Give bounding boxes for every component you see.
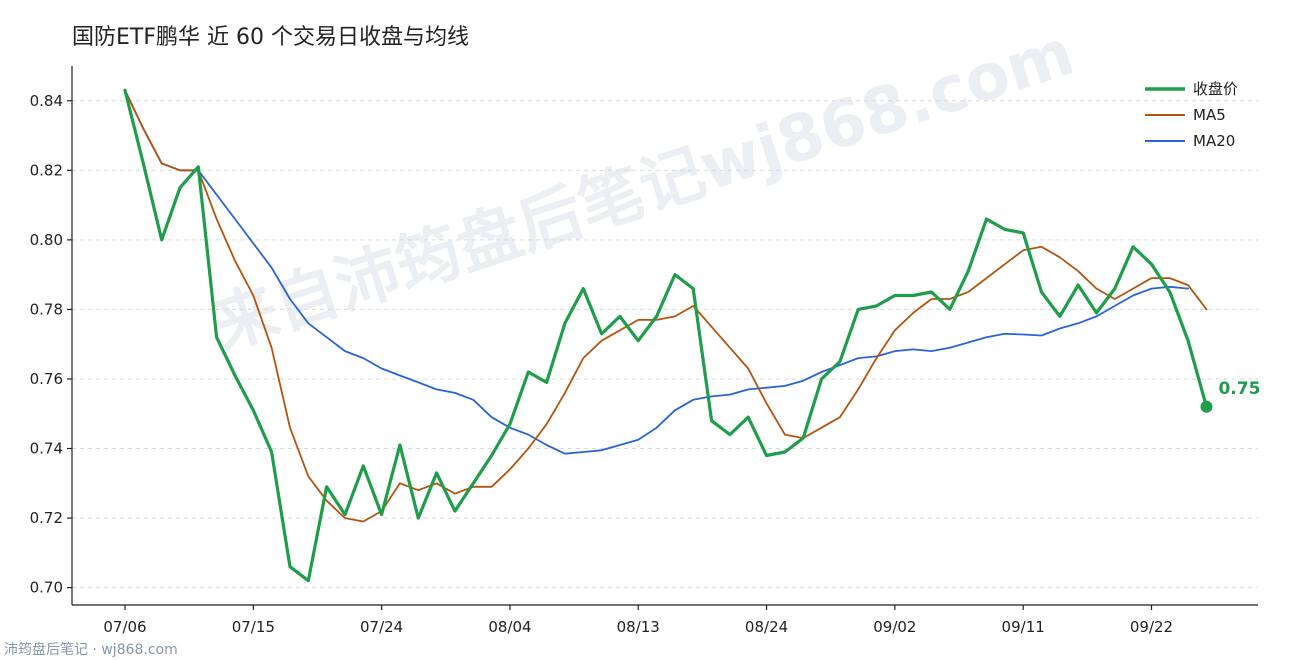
series-line-ma5 [124, 89, 1208, 523]
x-axis-ticks: 07/06 07/15 07/24 08/04 08/13 08/24 09/02 09/11… [103, 605, 1173, 636]
x-tick-label-4: 08/13 [617, 618, 660, 636]
legend-label-close-price: 收盘价 [1193, 80, 1238, 98]
y-tick-label-5: 0.80 [30, 231, 63, 249]
series-line-close-price [123, 88, 1209, 583]
y-axis-ticks: 0.70 0.72 0.74 0.76 0.78 0.80 0.82 0.84 [30, 92, 72, 597]
series-layer [123, 88, 1209, 583]
footer-credit: 沛筠盘后笔记 · wj868.com [4, 641, 178, 658]
y-tick-label-4: 0.78 [30, 300, 63, 318]
x-tick-label-7: 09/11 [1002, 618, 1045, 636]
x-tick-label-2: 07/24 [360, 618, 403, 636]
x-tick-label-0: 07/06 [103, 618, 146, 636]
last-close-label: 0.75 [1218, 379, 1260, 399]
watermark-text: 来自沛筠盘后笔记wj868.com [204, 16, 1082, 364]
x-tick-label-5: 08/24 [745, 618, 788, 636]
y-tick-label-0: 0.70 [30, 579, 63, 597]
x-tick-label-8: 09/22 [1130, 618, 1173, 636]
x-tick-label-1: 07/15 [232, 618, 275, 636]
chart-title: 国防ETF鹏华 近 60 个交易日收盘与均线 [72, 25, 469, 50]
legend-label-ma5: MA5 [1193, 106, 1226, 124]
legend: 收盘价 MA5 MA20 [1145, 80, 1238, 150]
y-tick-label-6: 0.82 [30, 161, 63, 179]
last-close-marker [1200, 400, 1213, 413]
series-line-ma20 [124, 89, 1189, 455]
y-tick-label-2: 0.74 [30, 440, 63, 458]
y-tick-label-7: 0.84 [30, 92, 63, 110]
y-tick-label-1: 0.72 [30, 509, 63, 527]
y-tick-label-3: 0.76 [30, 370, 63, 388]
x-tick-label-3: 08/04 [488, 618, 531, 636]
legend-label-ma20: MA20 [1193, 132, 1235, 150]
grid-lines [72, 100, 1258, 589]
x-tick-label-6: 09/02 [873, 618, 916, 636]
